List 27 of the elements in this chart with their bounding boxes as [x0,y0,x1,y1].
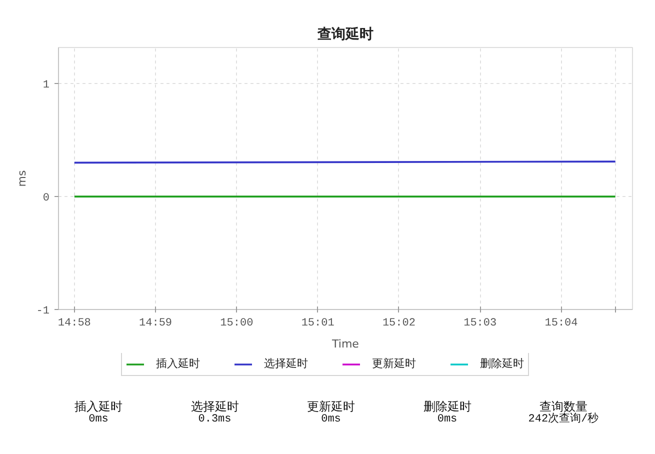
text: 0ms [437,414,458,426]
x-tick-label: 15:01 [301,318,335,330]
y-axis-title: ms [15,170,28,187]
text: 更新延时 [307,400,355,414]
legend-label: 删除延时 [480,356,524,371]
x-tick-label: 15:03 [464,318,497,330]
x-tick-label: 15:04 [544,318,578,330]
text: 插入延时 [74,400,122,414]
x-axis-title: Time [331,338,360,350]
text: 0ms [321,414,341,426]
x-tick-label: 15:02 [382,318,416,330]
text: 242次查询/秒 [528,412,599,426]
legend-label: 选择延时 [264,356,308,371]
y-tick-label: 1 [42,80,50,92]
x-tick-label: 15:00 [220,318,254,330]
y-tick-label: 0 [42,192,50,205]
text: 删除延时 [423,400,472,414]
legend-label: 更新延时 [372,356,416,371]
text: 查询数量 [540,400,588,414]
legend-label: 插入延时 [156,356,200,371]
text: 0ms [88,414,108,426]
x-tick-label: 14:58 [58,318,91,330]
text: 0.3ms [198,414,232,426]
x-tick-label: 14:59 [139,318,172,330]
chart-title: 查询延时 [316,26,374,42]
y-tick-label: -1 [36,306,50,318]
text: 选择延时 [190,400,239,414]
